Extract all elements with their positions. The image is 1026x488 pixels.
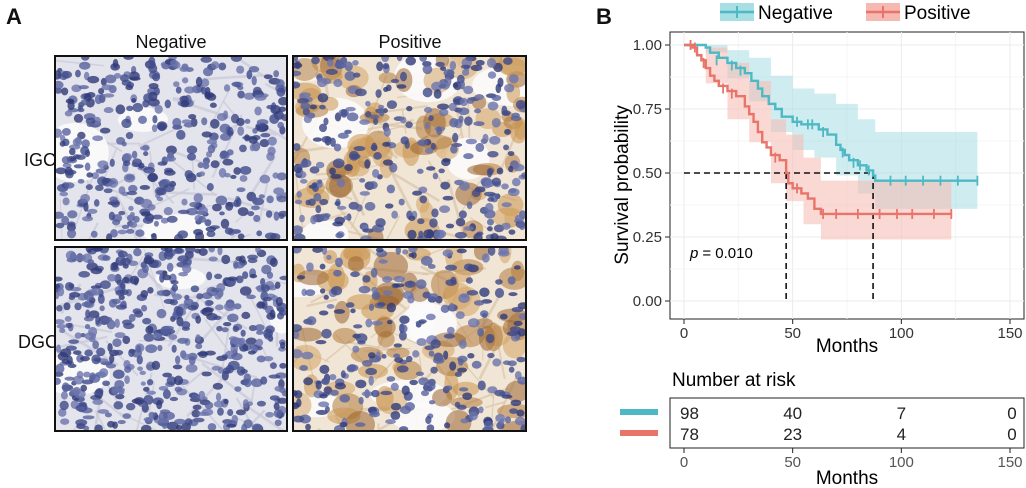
median-lines	[684, 172, 874, 301]
risk-cell-negative: 98	[680, 404, 699, 423]
micrograph-dgc-positive	[292, 246, 527, 432]
risk-cell-positive: 23	[783, 425, 802, 444]
micrograph-igc-negative	[54, 55, 288, 241]
risk-cell-negative: 0	[1007, 404, 1016, 423]
y-tick-label: 0.25	[633, 229, 662, 246]
y-tick-label: 0.00	[633, 293, 662, 310]
survival-curves	[684, 43, 978, 216]
x-axis-label: Months	[816, 336, 878, 357]
survival-curve-positive	[684, 43, 952, 216]
legend-label-positive: Positive	[904, 3, 971, 24]
x-tick-label: 150	[997, 325, 1022, 342]
axes: 0 50 100 150 0.00 0.25 0.50 0.75 1.00	[633, 37, 1023, 342]
risk-cell-negative: 40	[783, 404, 802, 423]
ci-band-positive	[684, 45, 952, 240]
p-value: = 0.010	[702, 245, 752, 262]
km-survival-chart: Negative Positive 0 50 100 1500.000.250.500…	[612, 3, 1025, 488]
risk-table-title: Number at risk	[672, 370, 796, 391]
x-tick-label: 0	[680, 325, 688, 342]
censor-marks	[689, 40, 979, 219]
micrograph-igc-positive	[292, 55, 527, 241]
column-label-negative: Negative	[135, 32, 207, 52]
panel-b-label: B	[596, 4, 612, 29]
legend: Negative Positive	[720, 3, 971, 24]
y-tick-label: 0.50	[633, 165, 662, 182]
panel-a-label: A	[6, 4, 22, 29]
risk-cell-positive: 4	[897, 425, 906, 444]
risk-table-xlabel: Months	[816, 468, 878, 488]
micrograph-dgc-negative	[54, 246, 288, 432]
column-label-positive: Positive	[378, 32, 442, 52]
risk-table-cells: 98 40 7 078 23 4 0	[680, 404, 1017, 444]
row-label-igc: IGC	[24, 150, 57, 170]
x-tick-label: 50	[784, 325, 801, 342]
p-symbol: p	[689, 245, 698, 262]
y-axis-label: Survival probability	[612, 105, 633, 265]
y-tick-label: 0.75	[633, 101, 662, 118]
y-tick-label: 1.00	[633, 37, 662, 54]
legend-label-negative: Negative	[758, 3, 833, 24]
survival-curve-negative	[684, 43, 978, 182]
risk-cell-positive: 78	[680, 425, 699, 444]
x-tick-label: 100	[889, 325, 914, 342]
risk-tick-label: 50	[784, 454, 801, 471]
risk-tick-label: 150	[997, 454, 1022, 471]
row-label-dgc: DGC	[18, 332, 58, 352]
risk-tick-label: 100	[889, 454, 914, 471]
risk-cell-positive: 0	[1007, 425, 1016, 444]
risk-table-ticks: 0 50 100 150	[680, 448, 1023, 471]
risk-tick-label: 0	[680, 454, 688, 471]
p-value-annotation: p = 0.010	[689, 245, 753, 262]
risk-cell-negative: 7	[897, 404, 906, 423]
risk-table-frame	[669, 397, 1025, 449]
